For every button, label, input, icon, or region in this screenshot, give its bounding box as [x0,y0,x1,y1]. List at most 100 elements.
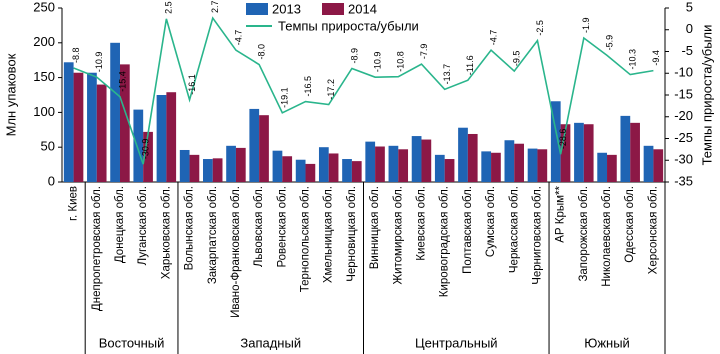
bar [620,115,631,182]
x-tick-label: г. Киев [68,186,80,221]
bar [63,62,74,183]
bar [527,148,538,182]
x-tick-label: Волынская обл. [184,186,196,270]
data-label: -9.4 [651,50,661,66]
y-tick-label: 250 [33,0,55,14]
group-label: Южный [584,335,630,350]
bar [398,149,409,182]
data-label: -8.8 [71,48,81,64]
bar [342,159,352,182]
data-label: 2.5 [164,1,174,14]
legend-swatch [246,3,268,15]
bar [166,92,177,182]
line [73,16,654,165]
bar [226,145,236,182]
data-label: -10.3 [628,49,638,70]
legend-label: Темпы прироста/убыли [278,18,419,33]
y2-tick-label: -5 [681,43,693,58]
data-label: -16.5 [303,76,313,97]
data-label: -1.9 [581,17,591,33]
bar [365,141,376,182]
bar [295,159,306,182]
x-tick-label: Сумская обл. [485,186,497,257]
bar [73,72,84,182]
bar [467,133,478,182]
bar [259,115,269,182]
y2-tick-label: -35 [674,173,693,188]
bar [514,143,524,182]
data-label: -11.6 [465,55,475,75]
x-tick-label: Черниговская обл. [531,186,543,285]
y2-tick-label: -30 [674,152,693,167]
legend-swatch [322,3,344,15]
bar [328,153,339,182]
legend-label: 2014 [348,1,377,16]
bar [179,149,190,182]
data-label: -5.9 [604,35,614,51]
y-tick-label: 50 [41,139,55,154]
bar [574,122,584,182]
bar [272,150,283,182]
bar [388,145,399,182]
y2-tick-label: -25 [674,130,693,145]
data-label: -4.7 [488,30,498,46]
bar [481,151,492,182]
data-label: -30.9 [141,139,151,160]
bar [282,156,293,182]
bar [411,136,422,182]
bar [375,146,385,182]
data-label: -17.2 [326,79,336,100]
y-axis-label: Млн упаковок [3,53,18,136]
bar [560,124,571,182]
bar [119,64,130,182]
bar [491,152,501,182]
data-label: -2.5 [535,20,545,36]
data-label: -8.9 [349,48,359,64]
bar [249,108,260,182]
y-tick-label: 0 [48,173,55,188]
bar [235,147,246,182]
x-tick-label: Хмельницкая обл. [323,186,335,283]
x-tick-label: Тернопольская обл. [300,186,312,292]
x-tick-label: АР Крым** [555,185,567,242]
y-tick-label: 150 [33,69,55,84]
data-label: -10.9 [94,52,104,73]
x-tick-label: Одесская обл. [624,186,636,263]
y2-tick-label: 5 [686,0,693,14]
data-label: -16.1 [187,74,197,95]
data-label: -10.9 [372,52,382,73]
bar [189,154,200,182]
data-label: -8.0 [257,44,267,60]
bar [653,149,664,182]
y2-tick-label: -10 [674,65,693,80]
bar [583,124,594,182]
bar [504,140,515,182]
bar [421,139,432,182]
y-tick-label: 100 [33,104,55,119]
y2-tick-label: -20 [674,108,693,123]
bar [110,42,120,182]
x-tick-label: Запорожская обл. [578,186,590,282]
bar [96,84,107,182]
x-tick-label: Днепропетровская обл. [91,186,103,311]
bar [607,154,617,182]
x-tick-label: Закарпатская обл. [207,186,219,284]
x-tick-label: Херсонская обл. [647,186,659,274]
y2-tick-label: -15 [674,86,693,101]
x-tick-label: Винницкая обл. [369,186,381,269]
bar [597,152,608,182]
x-tick-label: Черновицкая обл. [346,186,358,282]
x-tick-label: Киевская обл. [416,186,428,261]
x-tick-label: Харьковская обл. [160,186,172,279]
data-label: 2.7 [210,0,220,13]
bar [630,122,640,182]
bar [305,163,316,182]
data-label: -13.7 [442,64,452,85]
x-tick-label: Львовская обл. [253,186,265,267]
bar [318,147,329,182]
bar [87,72,97,182]
bar [156,95,167,182]
x-tick-label: Ровенская обл. [276,186,288,268]
bar [550,101,561,182]
x-tick-label: Николаевская обл. [601,186,613,287]
